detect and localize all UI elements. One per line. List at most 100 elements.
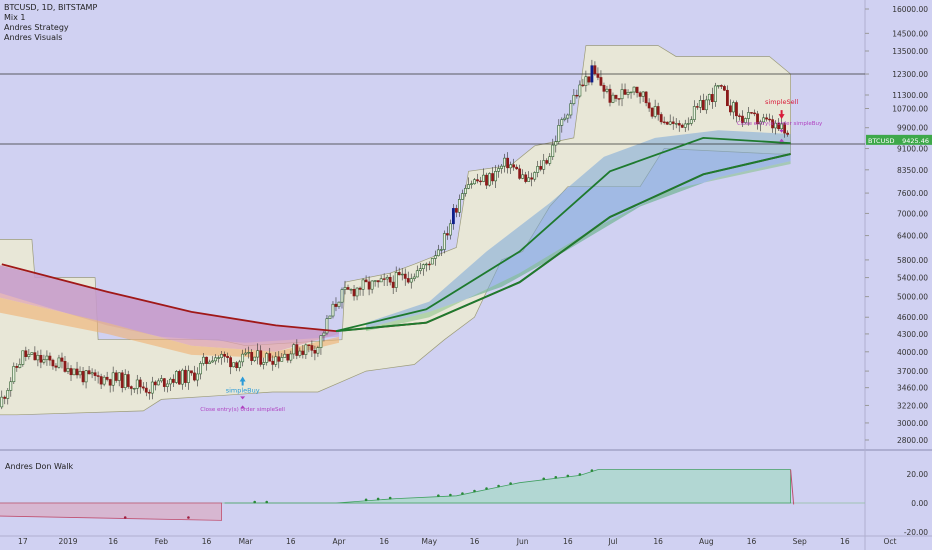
candle — [331, 303, 335, 317]
x-tick-label: 16 — [286, 537, 296, 546]
purple-band — [0, 265, 339, 343]
candle — [132, 388, 136, 390]
candle — [153, 381, 157, 386]
legend-strategy: Andres Strategy — [4, 23, 69, 32]
candle — [280, 357, 284, 362]
candle — [530, 177, 534, 180]
x-tick-label: 16 — [379, 537, 389, 546]
candle — [623, 89, 627, 95]
x-tick-label: 16 — [747, 537, 757, 546]
candle — [304, 344, 308, 355]
candle — [542, 160, 546, 170]
candle — [298, 350, 302, 356]
candle — [518, 168, 522, 179]
y-tick-label: 4600.00 — [897, 313, 928, 322]
y-tick-label: 11300.00 — [892, 91, 928, 100]
candle — [418, 268, 422, 272]
walk-dot — [123, 516, 127, 519]
candle — [232, 362, 236, 368]
candle — [497, 168, 500, 172]
candle — [42, 359, 46, 363]
y-tick-label: 4300.00 — [897, 330, 928, 339]
candle — [777, 122, 780, 130]
candle — [24, 350, 28, 357]
close-marker-icon — [779, 129, 785, 142]
candle — [644, 91, 648, 104]
candle — [557, 125, 561, 142]
candle — [238, 361, 242, 368]
walk-dot — [509, 482, 512, 485]
candle — [744, 118, 747, 123]
candle — [156, 380, 160, 386]
candle — [286, 353, 290, 361]
walk-dot — [388, 496, 392, 500]
sub-y-tick-label: 0.00 — [911, 499, 928, 508]
walk-dot — [187, 516, 190, 519]
candle — [370, 280, 374, 290]
candle — [241, 353, 245, 363]
candle — [78, 371, 82, 376]
candle — [572, 94, 576, 104]
candle — [250, 352, 254, 361]
candle — [168, 378, 172, 385]
candle — [587, 76, 591, 83]
candle — [51, 359, 55, 367]
candle — [719, 85, 723, 87]
walk-dot — [554, 476, 558, 479]
walk-dot — [376, 497, 380, 501]
candle — [786, 132, 790, 135]
candle — [626, 92, 630, 95]
candle — [202, 356, 205, 364]
close-marker-icon — [240, 396, 246, 409]
candle — [376, 280, 380, 283]
candle — [647, 102, 651, 109]
y-tick-label: 14500.00 — [892, 29, 928, 38]
candle — [310, 345, 314, 351]
simple-sell-label: simpleSell — [765, 98, 798, 106]
candle — [190, 370, 193, 374]
candle — [506, 157, 510, 169]
candle — [325, 318, 329, 334]
candle — [584, 76, 588, 86]
candle — [695, 106, 699, 108]
candle — [729, 105, 732, 113]
y-tick-label: 2800.00 — [897, 436, 928, 445]
candle — [403, 273, 407, 279]
x-tick-label: May — [422, 537, 438, 546]
candle — [256, 350, 260, 358]
y-tick-label: 5000.00 — [897, 293, 928, 302]
candle — [93, 372, 97, 376]
candle — [358, 287, 362, 290]
candle — [6, 390, 10, 399]
candle — [762, 117, 765, 123]
candle — [3, 396, 7, 399]
candle — [536, 166, 540, 173]
candle — [328, 315, 332, 319]
candle — [129, 386, 133, 389]
y-tick-label: 5400.00 — [897, 274, 928, 283]
candle — [268, 353, 272, 362]
candle — [87, 370, 91, 375]
candle — [33, 352, 37, 361]
candle — [467, 184, 470, 189]
candle — [165, 383, 169, 387]
candle — [171, 378, 175, 383]
candle — [211, 360, 214, 363]
candle — [617, 98, 621, 100]
y-tick-label: 3700.00 — [897, 367, 928, 376]
candle — [117, 372, 121, 381]
candle — [295, 344, 299, 356]
candle — [665, 121, 669, 125]
candle — [488, 173, 491, 186]
candle — [229, 357, 232, 368]
candle — [713, 85, 717, 102]
candle — [485, 174, 488, 186]
buy-arrow-icon — [239, 376, 246, 386]
candle — [60, 357, 64, 362]
candle — [262, 362, 266, 365]
candle — [479, 180, 482, 183]
candle — [593, 65, 597, 75]
candle — [400, 273, 404, 276]
candle — [352, 289, 356, 297]
